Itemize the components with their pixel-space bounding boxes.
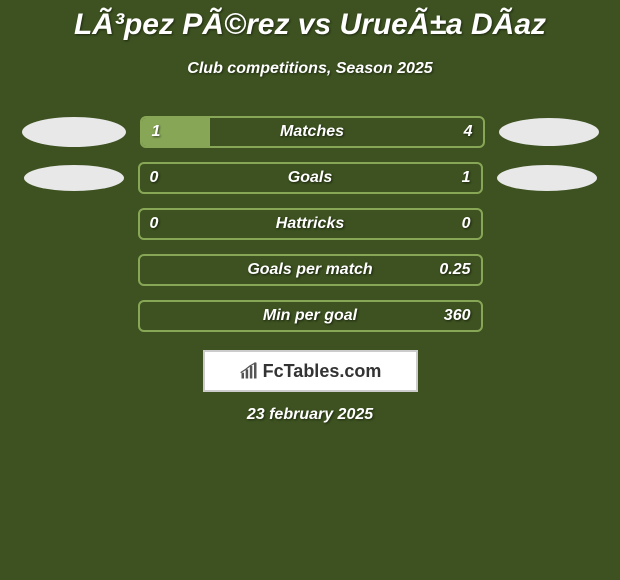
stat-label: Min per goal	[263, 307, 357, 325]
stat-row: Min per goal 360	[0, 300, 620, 332]
chart-container: LÃ³pez PÃ©rez vs UrueÃ±a DÃaz Club compe…	[0, 0, 620, 424]
stat-bar: 1 Matches 4	[140, 116, 485, 148]
stat-label: Goals per match	[247, 261, 372, 279]
left-value: 0	[150, 169, 159, 187]
stat-bar: 0 Hattricks 0	[138, 208, 483, 240]
right-value: 0	[462, 215, 471, 233]
stat-label: Matches	[280, 123, 344, 141]
right-value: 360	[444, 307, 471, 325]
logo-text: FcTables.com	[263, 361, 382, 382]
stat-row: 0 Hattricks 0	[0, 208, 620, 240]
right-ellipse	[497, 165, 597, 191]
subtitle: Club competitions, Season 2025	[0, 60, 620, 78]
chart-icon	[239, 361, 259, 381]
left-value: 1	[152, 123, 161, 141]
page-title: LÃ³pez PÃ©rez vs UrueÃ±a DÃaz	[0, 8, 620, 42]
logo-box: FcTables.com	[203, 350, 418, 392]
left-ellipse	[22, 117, 126, 147]
right-value: 0.25	[439, 261, 470, 279]
left-ellipse	[24, 165, 124, 191]
stat-row: Goals per match 0.25	[0, 254, 620, 286]
stat-bar: Goals per match 0.25	[138, 254, 483, 286]
stat-label: Hattricks	[276, 215, 344, 233]
left-value: 0	[150, 215, 159, 233]
stat-rows: 1 Matches 4 0 Goals 1 0 Hattricks 0 Goals per mat…	[0, 116, 620, 332]
stat-row: 0 Goals 1	[0, 162, 620, 194]
stat-label: Goals	[288, 169, 332, 187]
right-ellipse	[499, 118, 599, 146]
stat-bar: 0 Goals 1	[138, 162, 483, 194]
footer-date: 23 february 2025	[0, 406, 620, 424]
right-value: 4	[464, 123, 473, 141]
stat-row: 1 Matches 4	[0, 116, 620, 148]
right-value: 1	[462, 169, 471, 187]
stat-bar: Min per goal 360	[138, 300, 483, 332]
